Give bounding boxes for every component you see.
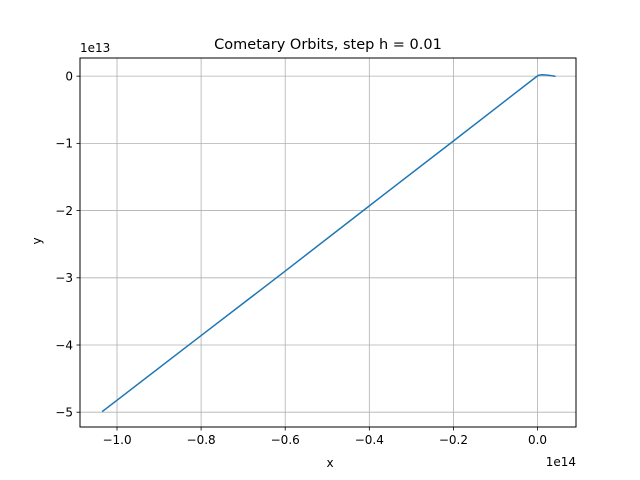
x-tick-label: −0.8 [187,433,216,447]
y-axis-label: y [30,237,44,244]
y-offset-text: 1e13 [80,41,110,55]
x-tick-label: −0.2 [439,433,468,447]
x-tick-label: −0.4 [355,433,384,447]
y-tick-label: −4 [55,338,73,352]
x-tick-label: −0.6 [271,433,300,447]
plot-frame [79,57,577,428]
x-tick-label: 0.0 [528,433,547,447]
y-tick-label: −2 [55,204,73,218]
chart-title: Cometary Orbits, step h = 0.01 [214,37,442,53]
y-tick-label: −1 [55,137,73,151]
orbit-series-line [101,74,556,413]
series-layer [101,74,556,413]
y-tick-label: 0 [65,69,73,83]
grid [80,58,576,427]
y-tick-label: −3 [55,271,73,285]
y-tick-label: −5 [55,406,73,420]
x-offset-text: 1e14 [546,455,576,469]
ticks: −1.0 −0.8 −0.6 −0.4 −0.2 0.0 0 −1 −2 −3 −4 −5 [55,69,547,447]
x-axis-label: x [326,456,333,470]
x-tick-label: −1.0 [102,433,131,447]
